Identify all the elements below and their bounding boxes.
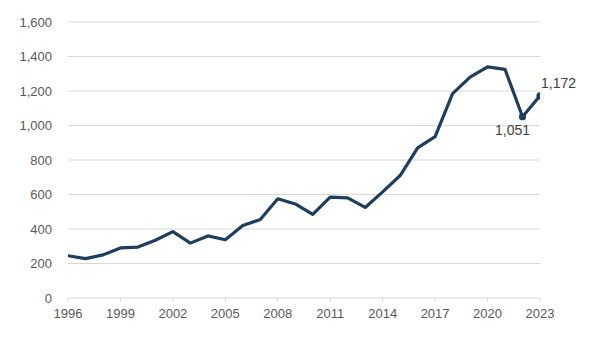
x-tick (225, 298, 226, 302)
x-tick (382, 298, 383, 302)
annotation-label: 1,051 (495, 122, 530, 138)
grid-line (68, 22, 540, 23)
annotation-marker (536, 92, 540, 99)
y-tick-label: 0 (45, 291, 52, 306)
y-tick-label: 800 (30, 153, 52, 168)
x-tick (487, 298, 488, 302)
data-line (68, 67, 540, 259)
grid-line (68, 194, 540, 195)
grid-line (68, 125, 540, 126)
grid-line (68, 91, 540, 92)
y-tick-label: 400 (30, 222, 52, 237)
y-tick-label: 1,000 (19, 118, 52, 133)
x-tick-label: 2008 (263, 306, 292, 321)
x-tick-label: 2002 (158, 306, 187, 321)
x-tick-label: 1996 (54, 306, 83, 321)
x-tick-label: 2005 (211, 306, 240, 321)
y-tick-label: 1,400 (19, 49, 52, 64)
grid-line (68, 160, 540, 161)
x-tick (172, 298, 173, 302)
y-tick-label: 1,200 (19, 84, 52, 99)
x-tick (68, 298, 69, 302)
x-tick-label: 2020 (473, 306, 502, 321)
x-tick (120, 298, 121, 302)
x-tick-label: 2011 (316, 306, 344, 321)
y-tick-label: 1,600 (19, 15, 52, 30)
plot-group (68, 67, 540, 259)
x-tick-label: 2017 (421, 306, 450, 321)
x-tick-label: 2014 (368, 306, 397, 321)
x-tick-label: 1999 (106, 306, 135, 321)
x-tick (330, 298, 331, 302)
chart: 0 200 400 600 800 1,000 1,200 1,400 1,600 1996 199… (0, 0, 594, 337)
annotation-marker (519, 113, 526, 120)
grid-line (68, 56, 540, 57)
grid-line (68, 229, 540, 230)
x-tick (435, 298, 436, 302)
annotation-label: 1,172 (541, 75, 576, 91)
grid-line (68, 298, 540, 299)
x-tick-label: 2023 (526, 306, 555, 321)
grid-line (68, 263, 540, 264)
y-tick-label: 600 (30, 187, 52, 202)
y-tick-label: 200 (30, 256, 52, 271)
x-tick (277, 298, 278, 302)
x-tick (540, 298, 541, 302)
